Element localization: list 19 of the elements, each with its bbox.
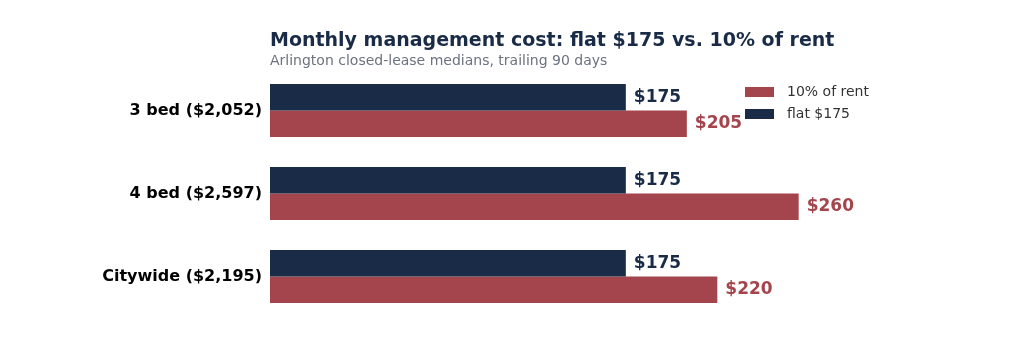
data-label: $205	[694, 112, 743, 133]
y-tick-label: 3 bed ($2,052)	[129, 99, 262, 119]
legend-label: flat $175	[787, 104, 850, 121]
bar	[270, 276, 718, 304]
data-label: $175	[633, 251, 682, 272]
data-label: $260	[806, 195, 855, 216]
legend-label: 10% of rent	[787, 82, 870, 99]
bar	[270, 193, 799, 221]
data-label: $175	[633, 168, 682, 189]
data-label: $220	[725, 278, 773, 299]
bar	[270, 110, 687, 138]
bar	[270, 83, 626, 111]
bar	[270, 249, 626, 277]
chart-title: Monthly management cost: flat $175 vs. 10% of rent	[270, 28, 835, 50]
chart-subtitle: Arlington closed-lease medians, trailing 90 days	[270, 52, 608, 68]
data-label: $175	[633, 85, 682, 106]
y-tick-label: Citywide ($2,195)	[102, 265, 262, 285]
y-tick-label: 4 bed ($2,597)	[129, 182, 262, 202]
bar	[270, 166, 626, 194]
